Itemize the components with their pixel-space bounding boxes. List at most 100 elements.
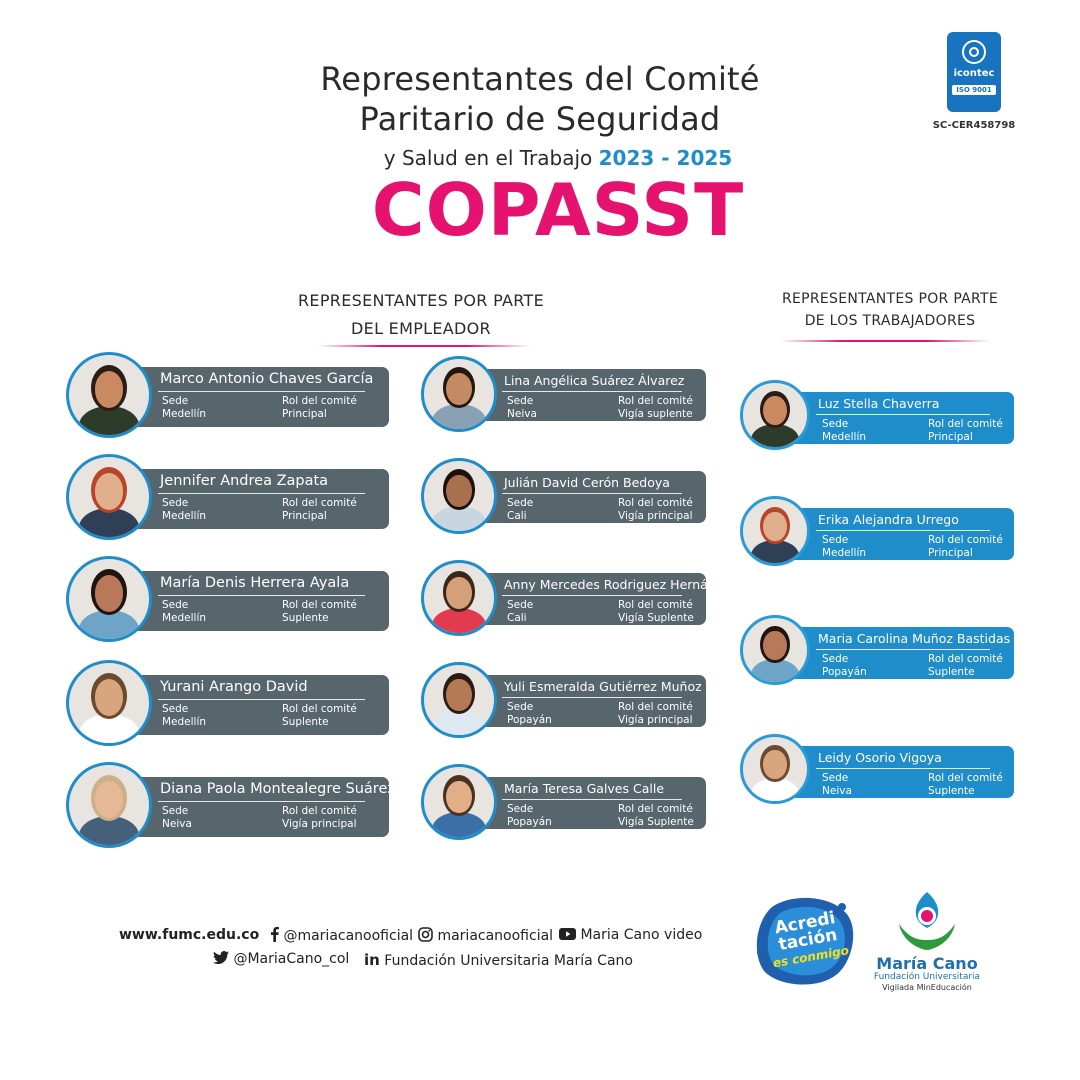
avatar (421, 356, 497, 432)
sede-label: Sede (162, 394, 189, 407)
rol-value: Principal (282, 509, 327, 522)
sede-value: Medellín (162, 407, 207, 420)
rol-label: Rol del comité (618, 598, 693, 611)
icontec-badge: icontec ISO 9001 (947, 32, 1001, 112)
title-line-3: y Salud en el Trabajo 2023 - 2025 (0, 146, 1080, 170)
footer-linkedin[interactable]: in Fundación Universitaria María Cano (364, 951, 633, 969)
avatar (740, 380, 810, 450)
representative-name: Maria Carolina Muñoz Bastidas (818, 631, 1011, 646)
rol-label: Rol del comité (282, 804, 357, 817)
rol-value: Principal (928, 546, 973, 559)
employer-heading-underline (318, 345, 530, 347)
rol-value: Vigía Suplente (618, 611, 694, 624)
rol-label: Rol del comité (928, 652, 1003, 665)
workers-section-heading: REPRESENTANTES POR PARTE DE LOS TRABAJAD… (766, 288, 1014, 332)
sede-value: Neiva (162, 817, 192, 830)
sede-value: Popayán (507, 713, 552, 726)
title-line-1: Representantes del Comité (320, 60, 760, 98)
employer-heading-line1: REPRESENTANTES POR PARTE (298, 291, 544, 310)
card-bar (790, 392, 1014, 444)
sede-label: Sede (507, 598, 534, 611)
sede-value: Medellín (822, 546, 867, 559)
avatar (421, 458, 497, 534)
name-underline (502, 798, 682, 800)
workers-heading-line1: REPRESENTANTES POR PARTE (781, 291, 999, 307)
representative-name: Jennifer Andrea Zapata (160, 473, 329, 489)
sede-value: Popayán (822, 665, 867, 678)
representative-name: Julián David Cerón Bedoya (504, 475, 670, 490)
icontec-brand: icontec (953, 68, 995, 79)
rol-value: Vigía suplente (618, 407, 693, 420)
title-line-2: Paritario de Seguridad (359, 100, 721, 138)
rol-label: Rol del comité (618, 496, 693, 509)
rol-label: Rol del comité (618, 394, 693, 407)
sede-value: Cali (507, 611, 527, 624)
avatar (66, 454, 152, 540)
rol-label: Rol del comité (282, 394, 357, 407)
card-bar (790, 627, 1014, 679)
sede-label: Sede (822, 417, 849, 430)
mc-name: María Cano (876, 954, 978, 973)
representative-name: Luz Stella Chaverra (818, 396, 940, 411)
name-underline (502, 594, 682, 596)
footer-twitter[interactable]: @MariaCano_col (213, 951, 349, 967)
avatar (421, 560, 497, 636)
avatar (66, 762, 152, 848)
representative-name: Erika Alejandra Urrego (818, 512, 959, 527)
name-underline (158, 698, 365, 700)
facebook-icon (271, 927, 279, 942)
avatar (66, 556, 152, 642)
title-years: 2023 - 2025 (598, 146, 733, 170)
mc-sub: Fundación Universitaria (873, 972, 981, 982)
certificate-code: SC-CER458798 (932, 120, 1016, 131)
rol-value: Vigía principal (618, 509, 693, 522)
rol-value: Vigía Suplente (618, 815, 694, 828)
rol-value: Suplente (282, 611, 329, 624)
youtube-icon (559, 928, 576, 940)
title-line-3-text: y Salud en el Trabajo (383, 146, 593, 170)
rol-label: Rol del comité (928, 533, 1003, 546)
rol-label: Rol del comité (618, 802, 693, 815)
rol-value: Suplente (928, 665, 975, 678)
footer-instagram[interactable]: mariacanooficial (418, 927, 553, 944)
rol-value: Suplente (928, 784, 975, 797)
rol-value: Vigía principal (282, 817, 357, 830)
sede-value: Medellín (162, 509, 207, 522)
sede-label: Sede (162, 496, 189, 509)
footer-website[interactable]: www.fumc.edu.co (119, 927, 260, 943)
representative-name: Marco Antonio Chaves García (160, 371, 374, 387)
avatar (421, 662, 497, 738)
avatar (740, 496, 810, 566)
rol-label: Rol del comité (928, 417, 1003, 430)
rol-label: Rol del comité (282, 496, 357, 509)
footer-facebook[interactable]: @mariacanooficial (270, 927, 413, 944)
footer-youtube[interactable]: Maria Cano video (559, 927, 702, 943)
workers-heading-underline (780, 340, 990, 342)
sede-label: Sede (162, 702, 189, 715)
representative-name: María Denis Herrera Ayala (160, 575, 350, 591)
name-underline (502, 492, 682, 494)
rol-label: Rol del comité (618, 700, 693, 713)
representative-name: Yurani Arango David (160, 679, 308, 695)
name-underline (816, 413, 990, 415)
sede-label: Sede (507, 700, 534, 713)
avatar (66, 660, 152, 746)
name-underline (158, 492, 365, 494)
rol-value: Vigía principal (618, 713, 693, 726)
maria-cano-logo: María Cano Fundación Universitaria Vigil… (872, 890, 982, 1000)
card-bar (128, 469, 389, 529)
representative-name: Diana Paola Montealegre Suárez (160, 781, 395, 797)
rol-value: Suplente (282, 715, 329, 728)
sede-value: Neiva (822, 784, 852, 797)
sede-label: Sede (822, 652, 849, 665)
rol-label: Rol del comité (282, 702, 357, 715)
name-underline (816, 767, 990, 769)
rol-value: Principal (282, 407, 327, 420)
name-underline (816, 529, 990, 531)
acreditacion-splash-icon (756, 897, 854, 985)
employer-section-heading: REPRESENTANTES POR PARTE DEL EMPLEADOR (263, 287, 579, 343)
avatar (740, 615, 810, 685)
name-underline (158, 800, 365, 802)
card-bar (474, 777, 706, 829)
card-bar (128, 777, 389, 837)
